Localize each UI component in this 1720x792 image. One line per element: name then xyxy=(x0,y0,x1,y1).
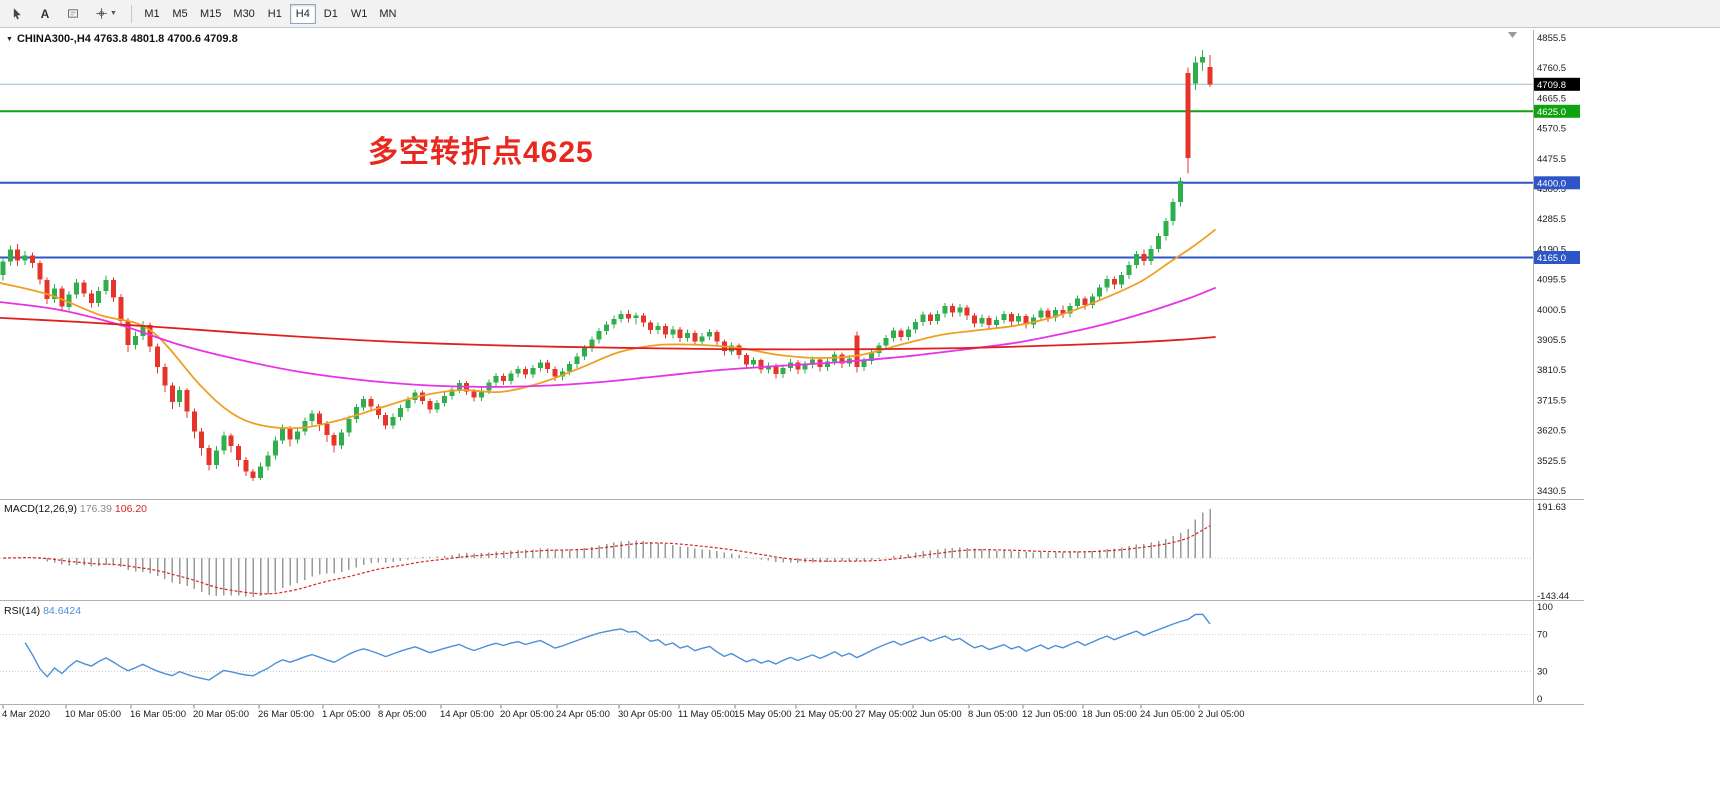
price-axis-label: 4665.5 xyxy=(1537,93,1566,104)
date-label: 21 May 05:00 xyxy=(795,709,853,720)
text-tool-button[interactable]: A xyxy=(32,2,58,26)
annotation-text[interactable]: 多空转折点4625 xyxy=(368,136,594,169)
price-axis-label: 4475.5 xyxy=(1537,154,1566,165)
date-label: 24 Apr 05:00 xyxy=(556,709,610,720)
price-axis-label: 3715.5 xyxy=(1537,395,1566,406)
price-axis-label: 4285.5 xyxy=(1537,214,1566,225)
date-label: 26 Mar 05:00 xyxy=(258,709,314,720)
price-axis-label: 4570.5 xyxy=(1537,124,1566,135)
price-badge-label: 4625.0 xyxy=(1537,107,1566,118)
date-label: 2 Jul 05:00 xyxy=(1198,709,1244,720)
date-label: 27 May 05:00 xyxy=(855,709,913,720)
price-axis-label: 4855.5 xyxy=(1537,33,1566,44)
date-label: 12 Jun 05:00 xyxy=(1022,709,1077,720)
price-badge-label: 4400.0 xyxy=(1537,178,1566,189)
text-tool-icon: A xyxy=(40,6,50,21)
price-badge xyxy=(1534,77,1580,91)
price-axis-label: 3525.5 xyxy=(1537,456,1566,467)
date-label: 8 Apr 05:00 xyxy=(378,709,427,720)
chevron-down-icon: ▼ xyxy=(110,10,117,17)
rsi-indicator-label: RSI(14) 84.6424 xyxy=(4,605,81,617)
date-label: 20 Apr 05:00 xyxy=(500,709,554,720)
pointer-tool-button[interactable] xyxy=(4,2,30,26)
candlestick-series xyxy=(0,49,1213,481)
timeframe-mn-button[interactable]: MN xyxy=(379,7,397,20)
price-axis-label: 4000.5 xyxy=(1537,305,1566,316)
macd-signal-line xyxy=(2,525,1211,595)
timeframe-h4-button[interactable]: H4 xyxy=(289,3,316,24)
date-label: 24 Jun 05:00 xyxy=(1140,709,1195,720)
price-axis-label: 3430.5 xyxy=(1537,486,1566,497)
timeframe-group: M1 M5 M15 M30 H1 H4 D1 W1 MN xyxy=(138,3,402,24)
date-label: 18 Jun 05:00 xyxy=(1082,709,1137,720)
time-axis[interactable]: 4 Mar 2020 10 Mar 05:00 16 Mar 05:00 20 Mar… xyxy=(2,705,1244,720)
rsi-axis-label: 30 xyxy=(1537,666,1548,677)
macd-panel: MACD(12,26,9) 176.39 106.20 191.63 -143.44 xyxy=(0,502,1569,602)
timeframe-d1-button[interactable]: D1 xyxy=(323,7,338,20)
symbol-dropdown-icon[interactable]: ▼ xyxy=(6,35,13,43)
date-label: 8 Jun 05:00 xyxy=(968,709,1018,720)
date-label: 15 May 05:00 xyxy=(734,709,792,720)
toolbar: A ▼ M1 M5 M15 M30 H1 H4 D1 W1 MN xyxy=(0,0,1720,28)
price-axis-label: 3905.5 xyxy=(1537,335,1566,346)
date-label: 16 Mar 05:00 xyxy=(130,709,186,720)
chart-shift-marker-icon[interactable] xyxy=(1508,32,1517,38)
price-badge-label: 4165.0 xyxy=(1537,253,1566,264)
price-badge xyxy=(1534,104,1580,118)
date-label: 30 Apr 05:00 xyxy=(618,709,672,720)
frame-icon xyxy=(68,9,78,18)
price-axis[interactable]: 4855.5 4760.5 4665.5 4570.5 4475.5 4380.5 4285… xyxy=(1534,33,1580,497)
crosshair-tool-button[interactable]: ▼ xyxy=(88,2,124,26)
timeframe-m15-button[interactable]: M15 xyxy=(200,7,222,20)
macd-indicator-label: MACD(12,26,9) 176.39 106.20 xyxy=(4,503,147,515)
price-axis-label: 4380.5 xyxy=(1537,184,1566,195)
panel-frame xyxy=(0,30,1584,705)
date-label: 10 Mar 05:00 xyxy=(65,709,121,720)
crosshair-icon xyxy=(96,8,107,19)
date-label: 4 Mar 2020 xyxy=(2,709,50,720)
price-axis-label: 3620.5 xyxy=(1537,426,1566,437)
date-label: 2 Jun 05:00 xyxy=(912,709,962,720)
price-axis-label: 3810.5 xyxy=(1537,365,1566,376)
rsi-axis-label: 70 xyxy=(1537,630,1548,641)
date-label: 20 Mar 05:00 xyxy=(193,709,249,720)
date-label: 14 Apr 05:00 xyxy=(440,709,494,720)
price-axis-label: 4760.5 xyxy=(1537,63,1566,74)
rsi-axis-label: 0 xyxy=(1537,694,1542,705)
price-badge-label: 4709.8 xyxy=(1537,80,1566,91)
date-label: 1 Apr 05:00 xyxy=(322,709,371,720)
ma-slow-red-line xyxy=(0,317,1216,351)
timeframe-m30-button[interactable]: M30 xyxy=(233,7,255,20)
ma-mid-magenta-line xyxy=(0,287,1216,388)
timeframe-m1-button[interactable]: M1 xyxy=(144,7,160,20)
date-label: 11 May 05:00 xyxy=(678,709,735,720)
macd-axis-min-label: -143.44 xyxy=(1537,591,1569,602)
macd-histogram xyxy=(9,509,1211,597)
timeframe-w1-button[interactable]: W1 xyxy=(350,7,368,20)
price-badge xyxy=(1534,251,1580,264)
pointer-icon xyxy=(13,8,21,20)
rsi-axis-label: 100 xyxy=(1537,602,1553,613)
price-axis-label: 4190.5 xyxy=(1537,244,1566,255)
rsi-line xyxy=(24,613,1211,681)
chart-title: ▼ CHINA300-,H4 4763.8 4801.8 4700.6 4709… xyxy=(6,33,238,45)
price-axis-label: 4095.5 xyxy=(1537,275,1566,286)
macd-axis-max-label: 191.63 xyxy=(1537,502,1566,513)
chart-title-text: CHINA300-,H4 4763.8 4801.8 4700.6 4709.8 xyxy=(16,33,238,45)
price-badge xyxy=(1534,176,1580,190)
timeframe-h1-button[interactable]: H1 xyxy=(267,7,282,20)
toolbar-separator xyxy=(131,4,132,23)
rsi-panel: 100 70 30 0 RSI(14) 84.6424 xyxy=(0,602,1553,705)
frame-tool-button[interactable] xyxy=(60,2,86,26)
timeframe-m5-button[interactable]: M5 xyxy=(172,7,188,20)
